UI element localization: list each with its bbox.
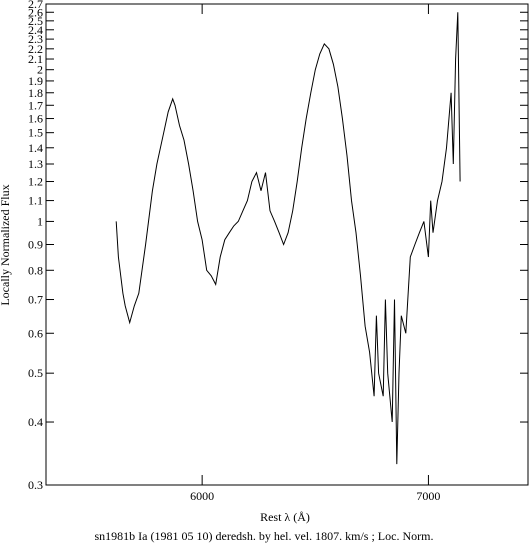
y-tick-label: 0.3 [28,478,43,492]
y-tick-label: 2.3 [28,32,43,46]
y-tick-label: 1.9 [28,74,43,88]
y-tick-label: 2.5 [28,14,43,28]
y-tick-label: 0.9 [28,238,43,252]
y-tick-label: 1.2 [28,175,43,189]
y-tick-label: 2 [37,63,43,77]
y-tick-label: 1.7 [28,98,43,112]
y-tick-label: 1.3 [28,157,43,171]
y-tick-label: 1.4 [28,141,43,155]
chart-title: sn1981b Ia (1981 05 10) deredsh. by hel.… [95,529,434,543]
y-tick-label: 1.8 [28,86,43,100]
y-tick-label: 2.1 [28,52,43,66]
y-tick-label: 1.6 [28,112,43,126]
y-tick-label: 2.6 [28,5,43,19]
y-tick-label: 0.4 [28,415,43,429]
y-tick-label: 0.8 [28,263,43,277]
x-axis-label: Rest λ (Å) [260,510,310,524]
y-axis-label: Locally Normalized Flux [0,184,12,305]
y-tick-label: 1.1 [28,194,43,208]
y-tick-label: 2.4 [28,23,43,37]
y-tick-label: 0.7 [28,293,43,307]
x-tick-label: 7000 [416,489,440,503]
y-tick-label: 2.7 [28,0,43,11]
spectrum-line [115,12,461,465]
y-tick-label: 1.5 [28,126,43,140]
y-tick-label: 1 [37,214,43,228]
y-tick-label: 0.5 [28,366,43,380]
y-tick-label: 0.6 [28,326,43,340]
y-tick-label: 2.2 [28,42,43,56]
x-tick-label: 6000 [190,489,214,503]
